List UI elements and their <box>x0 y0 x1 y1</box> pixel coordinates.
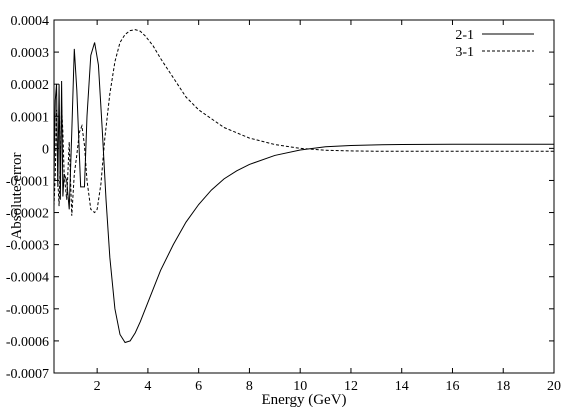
y-tick-label: -0.0001 <box>6 174 49 189</box>
y-axis: 0.0004 0.0003 0.0002 0.0001 0 -0.0001 -0.0002 -… <box>6 14 554 382</box>
y-tick-label: 0.0002 <box>11 78 50 93</box>
x-tick-label: 6 <box>195 379 202 394</box>
x-tick-label: 4 <box>144 379 151 394</box>
x-tick-label: 8 <box>246 379 253 394</box>
x-tick-label: 16 <box>445 379 459 394</box>
y-tick-label: -0.0007 <box>6 367 49 382</box>
y-tick-label: -0.0005 <box>6 303 49 318</box>
y-tick-label: -0.0003 <box>6 239 49 254</box>
y-tick-label: 0.0003 <box>11 46 50 61</box>
legend-label: 2-1 <box>455 28 474 43</box>
x-tick-label: 10 <box>293 379 307 394</box>
y-tick-label: 0 <box>42 142 49 157</box>
y-tick-label: 0.0004 <box>11 14 50 29</box>
x-tick-label: 2 <box>94 379 101 394</box>
y-tick-label: -0.0004 <box>6 271 49 286</box>
legend-label: 3-1 <box>455 45 474 60</box>
x-tick-label: 18 <box>496 379 510 394</box>
legend: 2-13-1 <box>455 28 534 60</box>
x-axis-title: Energy (GeV) <box>261 392 346 407</box>
series-line-2-1 <box>54 42 554 344</box>
y-axis-title: Absolute error <box>9 152 25 239</box>
series-layer <box>54 29 554 344</box>
series-line-3-1 <box>54 29 554 216</box>
x-tick-label: 20 <box>547 379 561 394</box>
y-tick-label: 0.0001 <box>11 110 50 125</box>
x-axis: 2 4 6 8 10 12 14 16 18 20 <box>94 20 561 394</box>
y-tick-label: -0.0002 <box>6 207 49 222</box>
x-tick-label: 12 <box>344 379 358 394</box>
y-tick-label: -0.0006 <box>6 335 49 350</box>
x-tick-label: 14 <box>395 379 409 394</box>
plot-frame <box>53 19 555 374</box>
